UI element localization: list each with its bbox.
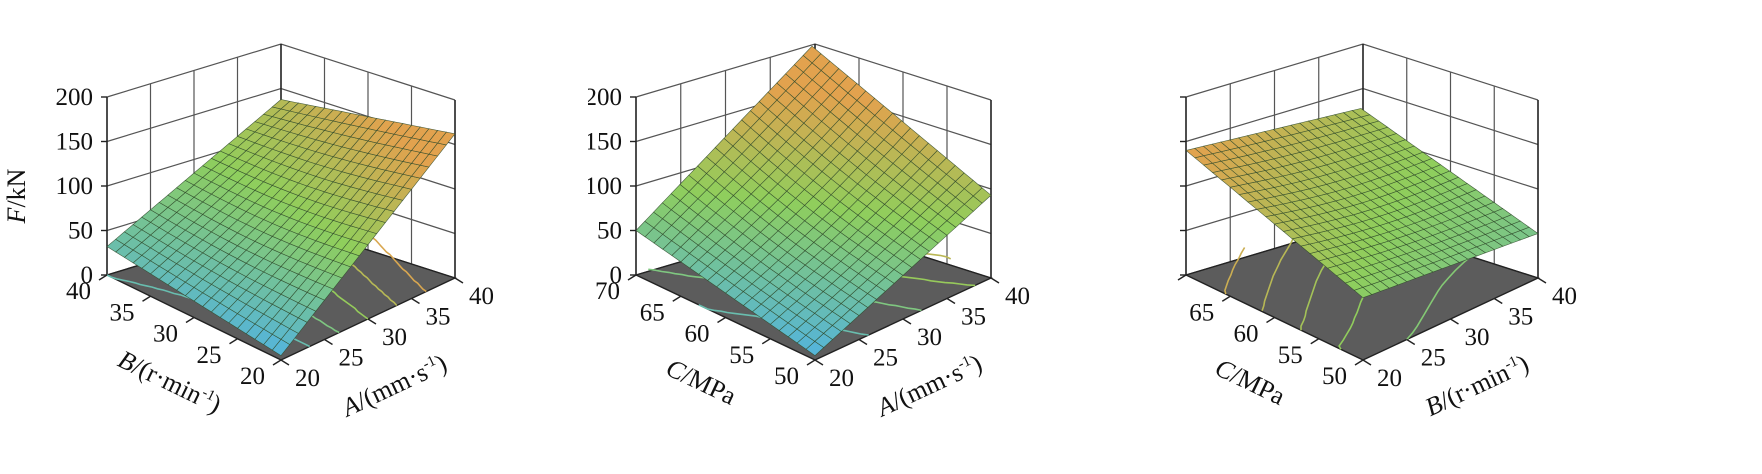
contour-line xyxy=(367,234,427,293)
y-axis: 20 25 30 35 40 xyxy=(1362,277,1577,392)
x-tick-label: 50 xyxy=(774,363,799,390)
x-tick-label: 70 xyxy=(595,278,620,305)
y-tick-mark xyxy=(454,277,464,284)
contour-line xyxy=(1406,248,1477,341)
z-tick-label: 50 xyxy=(68,218,93,245)
y-tick-label: 30 xyxy=(1465,324,1490,351)
x-tick-mark xyxy=(185,316,195,324)
x-tick-mark xyxy=(98,274,108,281)
x-tick-mark xyxy=(1266,316,1275,324)
x-tick-label: 65 xyxy=(640,299,665,326)
y-axis: 20 25 30 35 40 xyxy=(280,277,494,392)
y-tick-label: 30 xyxy=(917,324,942,351)
x-tick-label: 60 xyxy=(1234,321,1259,348)
chart-svg-a-c: 200150100500F/kN70656055502025303540C/MP… xyxy=(588,43,1030,423)
x-tick-mark xyxy=(672,295,682,302)
x-tick-mark xyxy=(627,274,637,281)
y-tick-mark xyxy=(367,318,377,325)
y-tick-label: 20 xyxy=(1377,365,1402,392)
y-tick-mark xyxy=(280,359,290,366)
z-tick-label: 200 xyxy=(56,84,94,111)
y-tick-mark xyxy=(1537,277,1547,284)
x-tick-mark xyxy=(717,316,726,324)
z-tick-label: 150 xyxy=(588,129,622,156)
z-tick-label: 100 xyxy=(56,173,94,200)
x-axis: 40 35 30 25 20 xyxy=(66,274,282,390)
surface-cell xyxy=(1351,108,1371,118)
x-tick-label: 60 xyxy=(685,321,710,348)
x-tick-label: 30 xyxy=(153,321,178,348)
x-tick-mark xyxy=(1354,359,1364,366)
response-surface xyxy=(106,99,456,356)
z-axis: 200 150 100 50 0 xyxy=(56,84,107,289)
y-tick-mark xyxy=(1362,359,1372,366)
y-tick-mark xyxy=(324,338,333,346)
contour-line xyxy=(1224,247,1246,295)
y-tick-mark xyxy=(858,338,868,346)
x-tick-mark xyxy=(1177,274,1187,281)
y-tick-mark xyxy=(1406,338,1416,346)
chart-svg-b-c: 200150100500F/kN70656055502025303540C/MP… xyxy=(1177,43,1577,422)
x-tick-mark xyxy=(1221,295,1231,302)
y-tick-label: 40 xyxy=(469,283,494,310)
z-tick-label: 0 xyxy=(81,262,94,289)
z-tick-label: 50 xyxy=(597,218,622,245)
y-tick-label: 25 xyxy=(873,345,898,372)
x-tick-label: 25 xyxy=(197,342,222,369)
z-tick-label: 150 xyxy=(56,129,94,156)
y-tick-label: 35 xyxy=(1508,304,1533,331)
x-tick-label: 55 xyxy=(729,342,754,369)
z-axis-label: F/kN xyxy=(2,168,31,224)
y-tick-mark xyxy=(1493,297,1503,305)
y-tick-label: 40 xyxy=(1552,283,1577,310)
y-tick-label: 35 xyxy=(426,304,451,331)
response-surface xyxy=(635,45,992,356)
response-surface xyxy=(1185,108,1539,299)
x-axis: 70 65 60 55 50 xyxy=(595,274,816,390)
y-tick-mark xyxy=(946,297,956,305)
surface-plot-a-c: 200150100500F/kN70656055502025303540C/MP… xyxy=(588,0,1178,474)
x-tick-label: 20 xyxy=(240,363,265,390)
y-tick-label: 25 xyxy=(339,345,364,372)
x-tick-mark xyxy=(142,295,151,302)
x-tick-label: 35 xyxy=(110,299,135,326)
x-tick-mark xyxy=(806,359,816,366)
y-axis: 20 25 30 35 40 xyxy=(814,277,1030,392)
x-tick-mark xyxy=(761,338,771,345)
surface-cell xyxy=(802,45,822,64)
x-tick-label: 50 xyxy=(1322,363,1347,390)
y-tick-label: 30 xyxy=(382,324,407,351)
x-tick-label: 40 xyxy=(66,278,91,305)
x-tick-label: 65 xyxy=(1189,299,1214,326)
y-tick-label: 40 xyxy=(1005,283,1030,310)
y-tick-mark xyxy=(990,277,1000,284)
x-tick-mark xyxy=(229,338,238,345)
y-tick-mark xyxy=(814,359,824,366)
y-tick-label: 20 xyxy=(295,365,320,392)
y-tick-mark xyxy=(411,297,420,305)
z-tick-label: 200 xyxy=(588,84,622,111)
x-tick-mark xyxy=(1310,338,1320,345)
surface-plot-b-c: 200150100500F/kN70656055502025303540C/MP… xyxy=(1176,0,1762,474)
y-tick-label: 25 xyxy=(1421,345,1446,372)
z-axis: 200 150 100 50 0 xyxy=(588,84,636,289)
z-tick-label: 0 xyxy=(610,262,623,289)
y-tick-label: 35 xyxy=(961,304,986,331)
y-tick-label: 20 xyxy=(829,365,854,392)
z-tick-label: 100 xyxy=(588,173,622,200)
x-tick-label: 55 xyxy=(1278,342,1303,369)
surface-cell xyxy=(271,99,291,110)
y-tick-mark xyxy=(1450,318,1459,325)
x-tick-mark xyxy=(272,359,282,366)
y-tick-mark xyxy=(902,318,912,325)
surface-plot-a-b: 200 150 100 50 0 F/kN 40 35 30 25 20 20 25 30 35 40 B/(r… xyxy=(0,0,590,474)
